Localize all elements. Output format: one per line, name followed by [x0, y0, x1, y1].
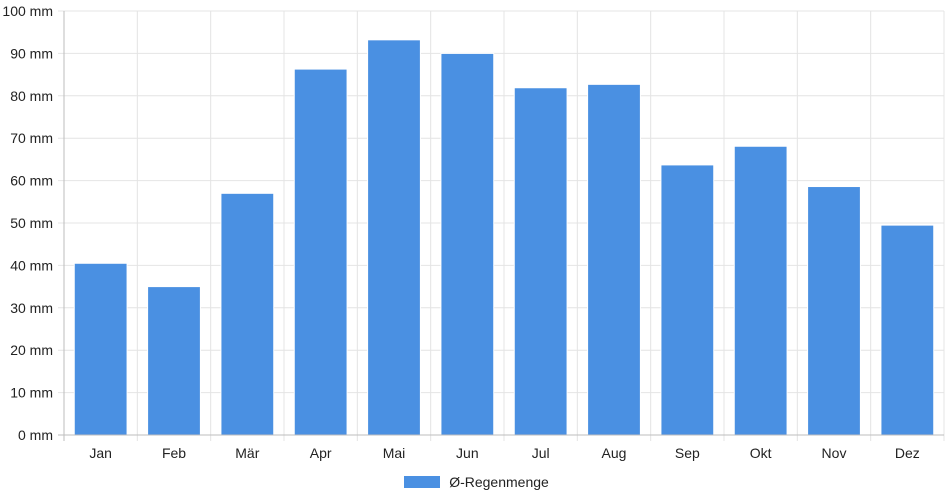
y-tick-label: 100 mm [2, 3, 53, 19]
x-tick-label: Dez [895, 445, 920, 461]
x-tick-label: Feb [162, 445, 186, 461]
y-tick-label: 60 mm [10, 173, 53, 189]
x-tick-label: Jan [89, 445, 112, 461]
y-tick-label: 30 mm [10, 300, 53, 316]
x-tick-label: Jun [456, 445, 479, 461]
y-tick-label: 20 mm [10, 342, 53, 358]
x-tick-label: Nov [822, 445, 847, 461]
x-tick-label: Aug [602, 445, 627, 461]
chart-canvas: 0 mm 10 mm 20 mm 30 mm 40 mm 50 mm 60 mm 70 mm 8… [2, 3, 945, 461]
bar-jun[interactable] [440, 52, 495, 436]
legend-label[interactable]: Ø-Regenmenge [449, 474, 549, 490]
y-tick-label: 50 mm [10, 215, 53, 231]
bar-dez[interactable] [880, 224, 935, 436]
y-tick-label: 0 mm [18, 427, 53, 443]
y-tick-label: 40 mm [10, 257, 53, 273]
x-tick-labels: Jan Feb Mär Apr Mai Jun Jul Aug Sep Okt Nov Dez [89, 445, 919, 461]
bar-okt[interactable] [733, 145, 788, 436]
bar-series [73, 39, 935, 436]
x-tick-label: Mär [235, 445, 259, 461]
y-tick-label: 80 mm [10, 88, 53, 104]
x-tick-label: Mai [383, 445, 406, 461]
bar-feb[interactable] [147, 286, 201, 436]
y-tick-label: 90 mm [10, 45, 53, 61]
legend[interactable]: Ø-Regenmenge [0, 471, 952, 493]
bar-sep[interactable] [660, 164, 715, 436]
y-tick-label: 70 mm [10, 130, 53, 146]
bar-aug[interactable] [587, 83, 641, 436]
x-tick-label: Sep [675, 445, 700, 461]
bar-mär[interactable] [220, 192, 275, 436]
legend-swatch[interactable] [403, 475, 442, 489]
bar-apr[interactable] [293, 68, 348, 436]
axes [58, 11, 944, 441]
bar-mai[interactable] [367, 39, 421, 436]
bar-jul[interactable] [513, 87, 568, 436]
x-tick-label: Apr [310, 445, 332, 461]
bar-jan[interactable] [73, 262, 128, 436]
x-tick-label: Okt [750, 445, 772, 461]
y-tick-labels: 0 mm 10 mm 20 mm 30 mm 40 mm 50 mm 60 mm 70 mm 8… [2, 3, 53, 443]
x-tick-label: Jul [532, 445, 550, 461]
y-tick-label: 10 mm [10, 385, 53, 401]
bar-nov[interactable] [807, 186, 861, 436]
